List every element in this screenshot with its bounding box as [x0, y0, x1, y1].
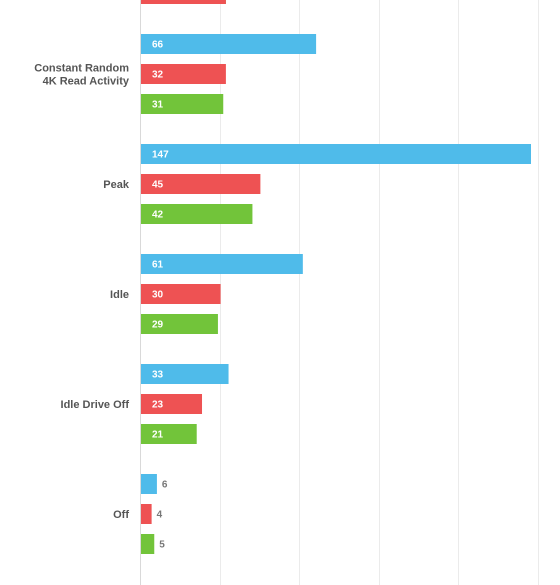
- bar-series-green: [141, 424, 197, 444]
- bar-value-label: 30: [152, 290, 164, 301]
- bar-value-label: 29: [152, 320, 164, 331]
- bar-series-red: [141, 64, 226, 84]
- category-label: Constant Random 4K Read Activity: [34, 63, 130, 88]
- chart-bars: 326632311474542613029332321645: [141, 0, 531, 554]
- category-label: Idle: [110, 289, 129, 301]
- bar-series-blue: [141, 34, 317, 54]
- bar-series-blue: [141, 364, 229, 384]
- bar-value-label: 31: [152, 100, 164, 111]
- bar-series-red: [141, 394, 203, 414]
- category-label: Idle Drive Off: [61, 399, 130, 411]
- bar-value-label: 5: [159, 540, 165, 551]
- bar-value-label: 6: [162, 480, 168, 491]
- bar-series-green: [141, 534, 155, 554]
- bar-series-green: [141, 314, 218, 334]
- bar-value-label: 4: [157, 510, 163, 521]
- bar-series-green: [141, 204, 253, 224]
- bar-series-red: [141, 504, 152, 524]
- bar-series-blue: [141, 474, 157, 494]
- bar-series-red: [141, 174, 261, 194]
- category-label: Off: [113, 509, 129, 521]
- bar-value-label: 21: [152, 430, 164, 441]
- bar-series-blue: [141, 144, 531, 164]
- bar-value-label: 23: [152, 400, 164, 411]
- bar-value-label: 42: [152, 210, 164, 221]
- bar-value-label: 45: [152, 180, 164, 191]
- chart-category-labels: Constant Random 4K Read Activity Peak Idle I…: [34, 63, 130, 522]
- bar-series-blue: [141, 254, 303, 274]
- bar-partial-top: [141, 0, 226, 4]
- bar-value-label: 66: [152, 40, 164, 51]
- bar-value-label: 32: [152, 70, 164, 81]
- bar-value-label: 61: [152, 260, 164, 271]
- bar-series-green: [141, 94, 224, 114]
- bar-series-red: [141, 284, 221, 304]
- category-label: Peak: [103, 179, 130, 191]
- bar-value-label: 147: [152, 150, 169, 161]
- bar-value-label: 33: [152, 370, 164, 381]
